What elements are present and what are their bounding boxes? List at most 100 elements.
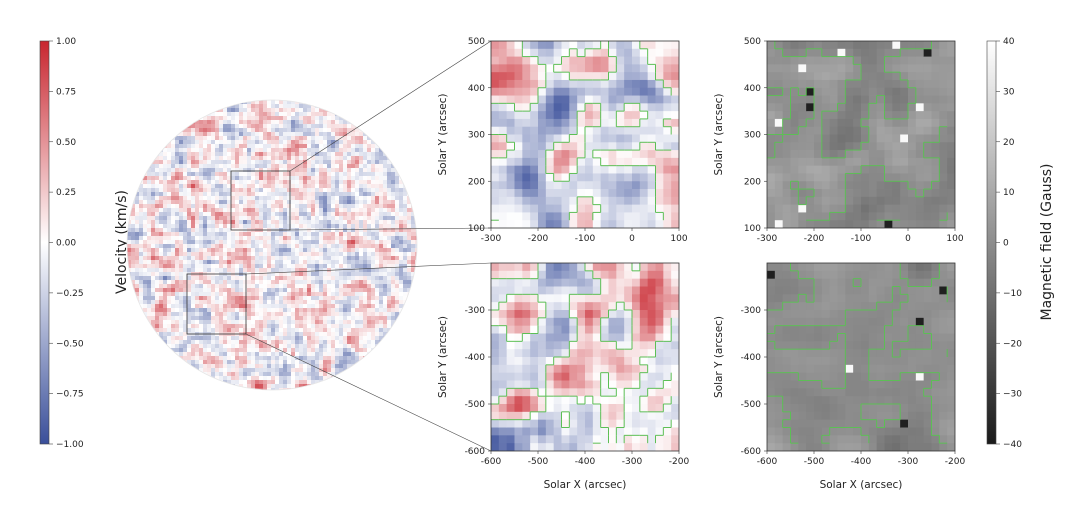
heatmap-cell [632,212,641,221]
disk-pixel [307,140,312,145]
disk-pixel [339,328,344,333]
disk-pixel [247,324,252,329]
disk-pixel [319,276,324,281]
disk-pixel [407,300,412,305]
disk-pixel [335,220,340,225]
disk-pixel [223,240,228,245]
disk-pixel [279,292,284,297]
disk-pixel [339,184,344,189]
disk-pixel [355,236,360,241]
disk-pixel [283,108,288,113]
disk-pixel [219,124,224,129]
disk-pixel [235,248,240,253]
disk-pixel [367,212,372,217]
full-disk-panel [126,40,492,452]
disk-pixel [331,356,336,361]
disk-pixel [279,324,284,329]
disk-pixel [155,260,160,265]
disk-pixel [247,304,252,309]
heatmap-cell [553,165,562,174]
disk-pixel [303,356,308,361]
disk-pixel [367,240,372,245]
disk-pixel [327,316,332,321]
disk-pixel [263,144,268,149]
disk-pixel [311,264,316,269]
disk-pixel [351,316,356,321]
disk-pixel [411,232,416,237]
heatmap-cell [506,48,515,57]
disk-pixel [287,136,292,141]
disk-pixel [299,288,304,293]
disk-pixel [263,304,268,309]
heatmap-cell [663,48,672,57]
heatmap-cell [647,56,656,65]
disk-pixel [207,144,212,149]
disk-pixel [383,324,388,329]
disk-pixel [395,232,400,237]
disk-pixel [371,292,376,297]
heatmap-cell [647,150,656,159]
disk-pixel [207,304,212,309]
disk-pixel [367,208,372,213]
disk-pixel [343,244,348,249]
disk-pixel [399,288,404,293]
disk-pixel [227,136,232,141]
disk-pixel [335,128,340,133]
disk-pixel [195,208,200,213]
disk-pixel [323,280,328,285]
disk-pixel [327,136,332,141]
disk-pixel [215,356,220,361]
disk-pixel [287,336,292,341]
disk-pixel [379,260,384,265]
disk-pixel [347,128,352,133]
disk-pixel [359,280,364,285]
disk-pixel [231,268,236,273]
disk-pixel [191,256,196,261]
disk-pixel [371,240,376,245]
disk-pixel [267,112,272,117]
disk-pixel [415,256,417,261]
disk-pixel [191,204,196,209]
disk-pixel [331,228,336,233]
disk-pixel [315,372,320,377]
disk-pixel [255,248,260,253]
disk-pixel [203,296,208,301]
disk-pixel [363,268,368,273]
heatmap-cell [624,165,633,174]
disk-pixel [199,244,204,249]
disk-pixel [259,108,264,113]
disk-pixel [235,244,240,249]
disk-pixel [295,264,300,269]
heatmap-cell [522,150,531,159]
heatmap-cell [592,212,602,221]
disk-pixel [367,172,372,177]
disk-pixel [183,328,188,333]
disk-pixel [323,148,328,153]
heatmap-cell [561,181,570,190]
heatmap-cell [663,41,672,50]
disk-pixel [227,244,232,249]
disk-pixel [179,140,184,145]
disk-pixel [243,276,248,281]
disk-pixel [355,352,360,357]
disk-pixel [155,196,160,201]
disk-pixel [315,232,320,237]
disk-pixel [231,340,236,345]
heatmap-cell [506,111,515,120]
disk-pixel [339,128,344,133]
disk-pixel [235,308,240,313]
zoom-line [245,333,492,452]
disk-pixel [287,244,292,249]
disk-pixel [387,248,392,253]
disk-pixel [315,188,320,193]
disk-pixel [347,288,352,293]
heatmap-cell [569,212,578,221]
disk-pixel [315,132,320,137]
disk-pixel [199,200,204,205]
disk-pixel [195,316,200,321]
heatmap-cell [647,173,656,182]
disk-pixel [239,192,244,197]
disk-pixel [131,260,136,265]
disk-pixel [267,260,272,265]
disk-pixel [251,340,256,345]
